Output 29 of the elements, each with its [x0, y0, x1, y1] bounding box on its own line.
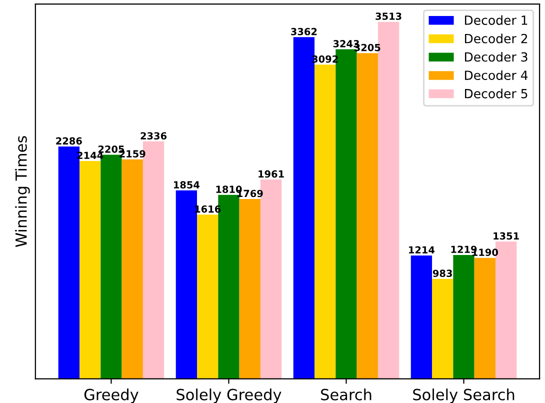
- bar: [197, 214, 218, 379]
- legend-label: Decoder 5: [464, 88, 528, 98]
- x-tick-label: Solely Greedy: [176, 388, 282, 403]
- bar: [474, 258, 496, 379]
- bar: [432, 278, 454, 379]
- x-tick-label: Greedy: [84, 388, 138, 403]
- x-tick-label: Search: [321, 388, 372, 400]
- data-label: 3513: [376, 12, 402, 20]
- bar: [239, 199, 260, 379]
- bar: [314, 64, 336, 379]
- data-label: 1351: [494, 232, 519, 240]
- data-label: 2336: [140, 132, 167, 140]
- data-label: 3362: [291, 28, 317, 36]
- bar: [453, 254, 474, 379]
- legend-label: Decoder 3: [464, 52, 528, 62]
- x-tick-label: Solely Search: [413, 388, 514, 403]
- bar: [410, 255, 432, 379]
- legend-label: Decoder 2: [464, 34, 528, 44]
- legend-label: Decoder 1: [464, 15, 528, 25]
- data-label: 1214: [409, 246, 435, 254]
- data-label: 1961: [258, 170, 284, 178]
- bar: [79, 160, 101, 379]
- data-label: 983: [432, 270, 452, 278]
- bar: [122, 159, 143, 379]
- y-axis-title: Winning Times: [15, 136, 30, 248]
- bar: [356, 53, 378, 379]
- data-label: 2286: [56, 137, 82, 145]
- data-label: 1854: [174, 181, 200, 189]
- legend-label: Decoder 4: [464, 70, 528, 80]
